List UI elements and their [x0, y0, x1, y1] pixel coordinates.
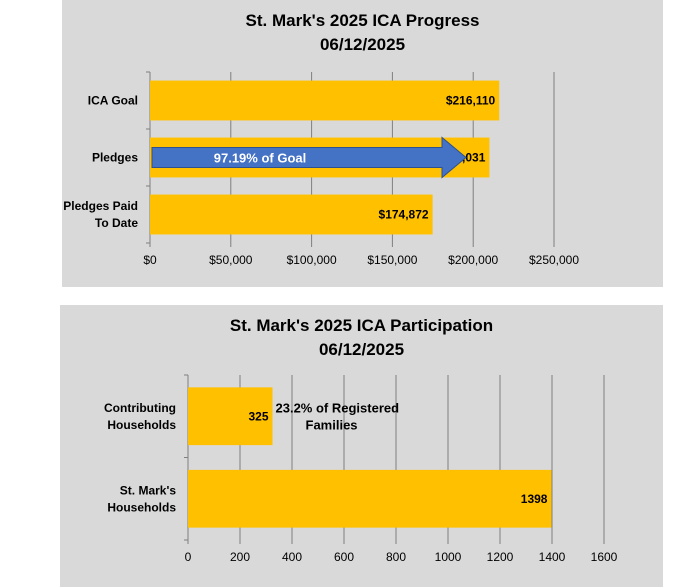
participation-chart-panel: St. Mark's 2025 ICA Participation 06/12/…: [60, 305, 663, 587]
goal-arrow-label: 97.19% of Goal: [214, 151, 306, 166]
x-tick-label: $150,000: [367, 253, 417, 267]
category-label: Contributing: [104, 401, 176, 415]
participation-chart-svg: 0 200 400 600 800 1000 1200 1400 1600 Contributin…: [104, 374, 618, 564]
x-tick-label: 400: [282, 550, 302, 564]
bar-0: [188, 387, 273, 446]
category-label: ICA Goal: [88, 94, 138, 108]
x-tick-label: 1000: [435, 550, 462, 564]
x-tick-label: 600: [334, 550, 354, 564]
progress-chart-svg: $0 $50,000 $100,000 $150,000 $200,000 $250,00…: [63, 71, 579, 267]
x-tick-label: 0: [185, 550, 192, 564]
value-label: 325: [248, 409, 268, 423]
participation-chart-subtitle: 06/12/2025: [318, 340, 405, 359]
category-label: Households: [107, 418, 176, 432]
category-label: St. Mark's: [120, 483, 177, 497]
x-tick-label: $0: [143, 253, 157, 267]
value-label: $216,110: [446, 94, 496, 108]
bar-0: [150, 80, 500, 121]
category-label: Households: [107, 500, 176, 514]
value-label: 1398: [521, 492, 548, 506]
x-tick-label: $50,000: [209, 253, 253, 267]
x-tick-label: 1600: [591, 550, 618, 564]
x-tick-label: $100,000: [287, 253, 337, 267]
progress-chart-title: St. Mark's 2025 ICA Progress: [245, 11, 480, 30]
participation-annotation: 23.2% of Registered: [276, 400, 400, 415]
bar-1: [188, 469, 552, 528]
value-label: $174,872: [379, 208, 429, 222]
participation-chart-title: St. Mark's 2025 ICA Participation: [229, 316, 494, 335]
x-tick-label: $250,000: [529, 253, 579, 267]
x-tick-label: 1400: [539, 550, 566, 564]
progress-chart-panel: St. Mark's 2025 ICA Progress 06/12/2025 …: [62, 0, 663, 287]
bar-2: [150, 194, 433, 235]
progress-chart-subtitle: 06/12/2025: [319, 35, 406, 54]
goal-arrow: [151, 136, 467, 179]
participation-annotation: Families: [306, 417, 358, 432]
category-label: Pledges Paid: [63, 199, 138, 213]
category-label: To Date: [95, 216, 138, 230]
x-tick-label: 800: [386, 550, 406, 564]
x-tick-label: 200: [230, 550, 250, 564]
x-tick-label: 1200: [487, 550, 514, 564]
x-tick-label: $200,000: [448, 253, 498, 267]
category-label: Pledges: [92, 151, 138, 165]
